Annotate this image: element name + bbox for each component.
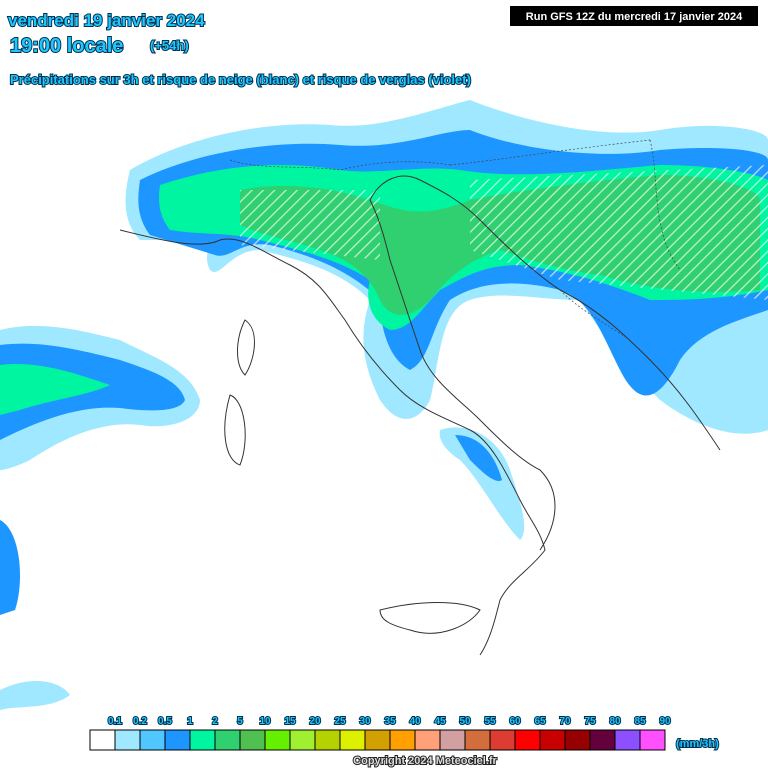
precipitation — [0, 100, 768, 710]
legend-swatch — [264, 729, 291, 751]
legend-swatch — [564, 729, 591, 751]
run-info: Run GFS 12Z du mercredi 17 janvier 2024 — [526, 11, 743, 23]
legend-swatch — [139, 729, 166, 751]
legend-label: 55 — [484, 716, 496, 727]
legend-swatch — [614, 729, 641, 751]
legend-label: 35 — [384, 716, 396, 727]
legend-swatch — [314, 729, 341, 751]
forecast-date: vendredi 19 janvier 2024 — [8, 11, 205, 30]
legend-label: 25 — [334, 716, 346, 727]
legend-label: 45 — [434, 716, 446, 727]
legend-label: 10 — [259, 716, 271, 727]
legend-label: 75 — [584, 716, 596, 727]
legend-label: 0.2 — [133, 716, 147, 727]
legend: 0.1 0.2 0.5 1 2 5 10 15 20 25 30 35 40 45 50 55 60 65 70 75… — [89, 715, 672, 751]
legend-label: 65 — [534, 716, 546, 727]
legend-label: 0.5 — [158, 716, 172, 727]
legend-swatch — [439, 729, 466, 751]
legend-label: 0.1 — [108, 716, 122, 727]
legend-label: 50 — [459, 716, 471, 727]
coastlines — [119, 139, 721, 656]
legend-swatch — [339, 729, 366, 751]
legend-swatch — [464, 729, 491, 751]
run-banner — [510, 6, 758, 26]
legend-swatch — [639, 729, 666, 751]
legend-swatch — [289, 729, 316, 751]
legend-swatch — [214, 729, 241, 751]
legend-swatch — [589, 729, 616, 751]
legend-swatch — [164, 729, 191, 751]
legend-label: 85 — [634, 716, 646, 727]
legend-swatch — [489, 729, 516, 751]
legend-swatch — [189, 729, 216, 751]
legend-label: 2 — [212, 716, 218, 727]
copyright: Copyright 2024 Meteociel.fr — [353, 755, 497, 767]
legend-label: 20 — [309, 716, 321, 727]
legend-unit: (mm/3h) — [676, 738, 719, 750]
legend-swatch — [364, 729, 391, 751]
legend-label: 70 — [559, 716, 571, 727]
legend-swatch — [539, 729, 566, 751]
legend-label: 1 — [187, 716, 193, 727]
legend-label: 30 — [359, 716, 371, 727]
legend-label: 80 — [609, 716, 621, 727]
legend-label: 40 — [409, 716, 421, 727]
legend-label: 15 — [284, 716, 296, 727]
legend-swatch — [114, 729, 141, 751]
forecast-time: 19:00 locale — [10, 35, 123, 57]
legend-swatch — [239, 729, 266, 751]
legend-swatch — [414, 729, 441, 751]
forecast-lead: (+54h) — [150, 38, 189, 53]
legend-swatch — [389, 729, 416, 751]
legend-label: 90 — [659, 716, 671, 727]
legend-label: 60 — [509, 716, 521, 727]
legend-swatch — [89, 729, 116, 751]
legend-swatch — [514, 729, 541, 751]
subtitle: Précipitations sur 3h et risque de neige… — [10, 72, 471, 87]
legend-label: 5 — [237, 716, 243, 727]
